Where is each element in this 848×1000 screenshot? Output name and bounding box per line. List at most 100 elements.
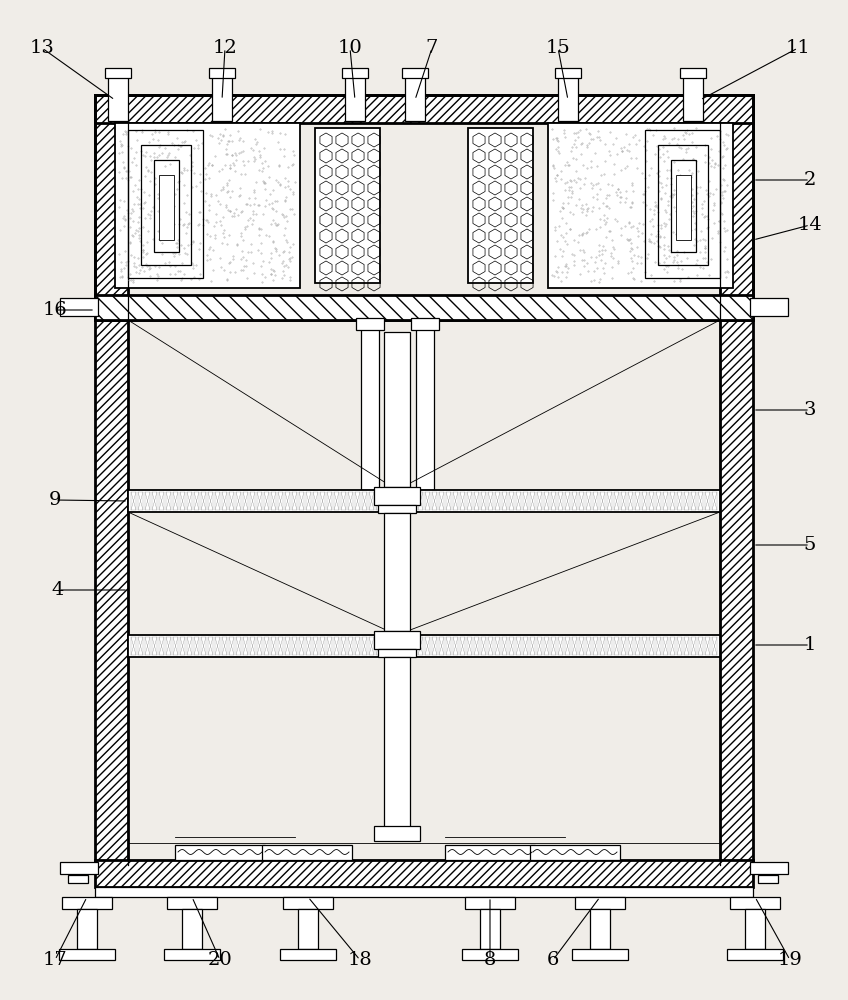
Bar [411,318,439,330]
Bar [480,909,500,949]
Bar [180,492,185,510]
Bar [502,492,507,510]
Bar [658,145,708,265]
Text: 14: 14 [798,216,823,234]
Bar [607,492,612,510]
Bar [663,637,668,655]
Text: 10: 10 [338,39,362,57]
Bar [164,949,220,960]
Bar [271,492,276,510]
Bar [376,492,381,510]
Text: 6: 6 [547,951,559,969]
Bar [453,637,458,655]
Text: 5: 5 [804,536,816,554]
Bar [502,637,507,655]
Bar [565,492,570,510]
Bar [691,637,696,655]
Text: 15: 15 [545,39,571,57]
Bar [320,637,325,655]
Bar [285,492,290,510]
Bar [145,637,150,655]
Bar [402,68,428,78]
Bar [68,875,88,883]
Bar [257,492,262,510]
Text: 3: 3 [804,401,817,419]
Bar [684,637,689,655]
Bar [166,492,171,510]
Bar [445,845,535,860]
Bar [555,68,581,78]
Bar [115,123,300,288]
Bar [642,637,647,655]
Bar [313,492,318,510]
Bar [405,75,425,121]
Bar [720,95,753,865]
Bar [488,637,493,655]
Bar [175,845,265,860]
Text: 2: 2 [804,171,816,189]
Bar [341,637,346,655]
Bar [390,637,395,655]
Bar [727,949,783,960]
Bar [635,492,640,510]
Bar [131,492,136,510]
Bar [691,492,696,510]
Bar [676,175,691,240]
Bar [131,637,136,655]
Bar [374,826,420,841]
Bar [565,637,570,655]
Bar [167,897,217,909]
Bar [154,160,179,252]
Bar [152,637,157,655]
Bar [342,68,368,78]
Bar [495,492,500,510]
Bar [530,492,535,510]
Bar [243,637,248,655]
Text: 8: 8 [484,951,496,969]
Bar [593,492,598,510]
Bar [306,637,311,655]
Bar [523,492,528,510]
Bar [671,160,696,252]
Bar [586,492,591,510]
Bar [481,637,486,655]
Bar [467,637,472,655]
Bar [384,513,410,631]
Bar [579,637,584,655]
Bar [750,298,788,316]
Bar [159,492,164,510]
Bar [292,492,297,510]
Bar [201,492,206,510]
Bar [77,909,97,949]
Bar [383,492,388,510]
Bar [523,637,528,655]
Bar [397,492,402,510]
Bar [614,637,619,655]
Bar [474,492,479,510]
Bar [698,492,703,510]
Bar [416,320,434,490]
Bar [750,862,788,874]
Bar [59,949,115,960]
Bar [345,75,365,121]
Bar [362,637,367,655]
Bar [95,95,753,320]
Bar [229,492,234,510]
Bar [180,637,185,655]
Bar [621,637,626,655]
Bar [663,492,668,510]
Bar [378,505,416,513]
Bar [705,492,710,510]
Bar [243,492,248,510]
Bar [460,492,465,510]
Bar [548,123,733,288]
Bar [378,649,416,657]
Bar [404,637,409,655]
Text: 17: 17 [42,951,67,969]
Bar [173,492,178,510]
Text: 11: 11 [785,39,811,57]
Bar [95,887,753,897]
Bar [128,490,720,512]
Text: 20: 20 [208,951,232,969]
Bar [516,637,521,655]
